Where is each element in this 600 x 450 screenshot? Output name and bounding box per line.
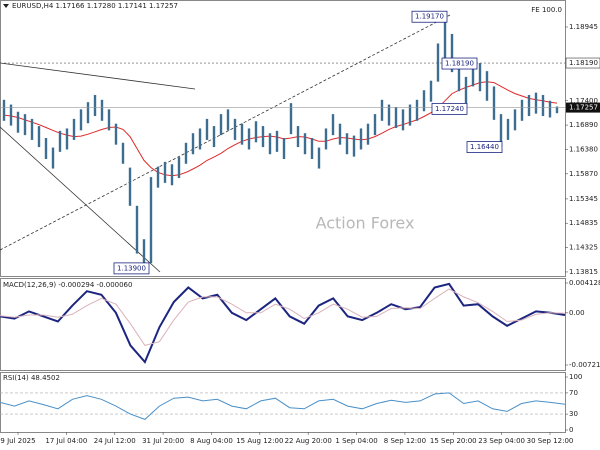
annotation-label: 1.17240 (435, 105, 464, 113)
trend-lines (0, 14, 451, 273)
annotation-box (466, 141, 503, 153)
y-tick-label: 1.15870 (569, 170, 598, 178)
x-tick-label: 9 Jul 2025 (0, 437, 35, 445)
trend-line (0, 62, 196, 90)
y-tick-label: 100 (569, 373, 582, 381)
annotation-label: 1.18190 (445, 60, 474, 68)
y-tick-label: 1.17400 (569, 97, 598, 105)
y-tick-label: 0.00 (569, 309, 585, 317)
y-tick-label: 1.14835 (569, 219, 598, 227)
x-tick-label: 1 Sep 04:00 (335, 437, 377, 445)
corner-text: FE 100.0 (531, 6, 562, 14)
y-tick-label: 1.16380 (569, 145, 598, 153)
annotation-box (431, 102, 468, 115)
x-tick-label: 17 Jul 04:00 (45, 437, 87, 445)
y-tick-label: 1.18945 (569, 23, 598, 31)
x-tick-label: 22 Aug 20:00 (285, 437, 332, 445)
y-tick-label: 30 (569, 410, 578, 418)
y-tick-label: 0 (569, 426, 573, 434)
annotation-box (411, 10, 448, 23)
annotation-box (441, 57, 478, 70)
macd-title: MACD(12,26,9) -0.000294 -0.000060 (3, 281, 132, 289)
y-tick-label: 0.004128 (569, 279, 600, 287)
level-label-box (565, 57, 600, 69)
annotation-label: 1.19170 (415, 13, 444, 21)
last-price-label: 1.17257 (569, 104, 598, 112)
x-tick-label: 24 Jul 12:00 (94, 437, 136, 445)
indicator-line (0, 392, 566, 420)
macd-frame (0, 278, 566, 371)
chart-title: EURUSD,H4 1.17166 1.17280 1.17141 1.1725… (12, 2, 178, 10)
x-tick-label: 15 Sep 20:00 (430, 437, 477, 445)
y-tick-label: 1.16890 (569, 121, 598, 129)
x-tick-label: 31 Jul 20:00 (142, 437, 184, 445)
panel-frames (0, 0, 566, 433)
y-tick-label: 1.13815 (569, 268, 598, 276)
y-tick-label: 1.14325 (569, 244, 598, 252)
last-price-box (566, 102, 600, 113)
x-tick-label: 30 Sep 12:00 (527, 437, 574, 445)
annotation-label: 1.16440 (470, 143, 499, 151)
annotation-label: 1.13900 (117, 264, 146, 272)
indicator-line (0, 288, 566, 346)
y-tick-label: 70 (569, 389, 578, 397)
level-label: 1.18190 (569, 59, 598, 67)
rsi-title: RSI(14) 48.4502 (3, 374, 60, 382)
watermark: Action Forex (316, 214, 415, 233)
indicator-line (0, 282, 566, 364)
annotation-box (113, 262, 150, 275)
x-tick-label: 15 Aug 12:00 (236, 437, 283, 445)
x-tick-label: 8 Aug 04:00 (190, 437, 233, 445)
y-tick-label: -0.007216 (569, 361, 600, 369)
menu-icon (3, 4, 9, 8)
price-frame (0, 0, 566, 277)
x-tick-label: 8 Sep 12:00 (384, 437, 426, 445)
x-tick-label: 23 Sep 04:00 (478, 437, 525, 445)
trend-line (0, 126, 161, 273)
y-tick-label: 1.15345 (569, 195, 598, 203)
